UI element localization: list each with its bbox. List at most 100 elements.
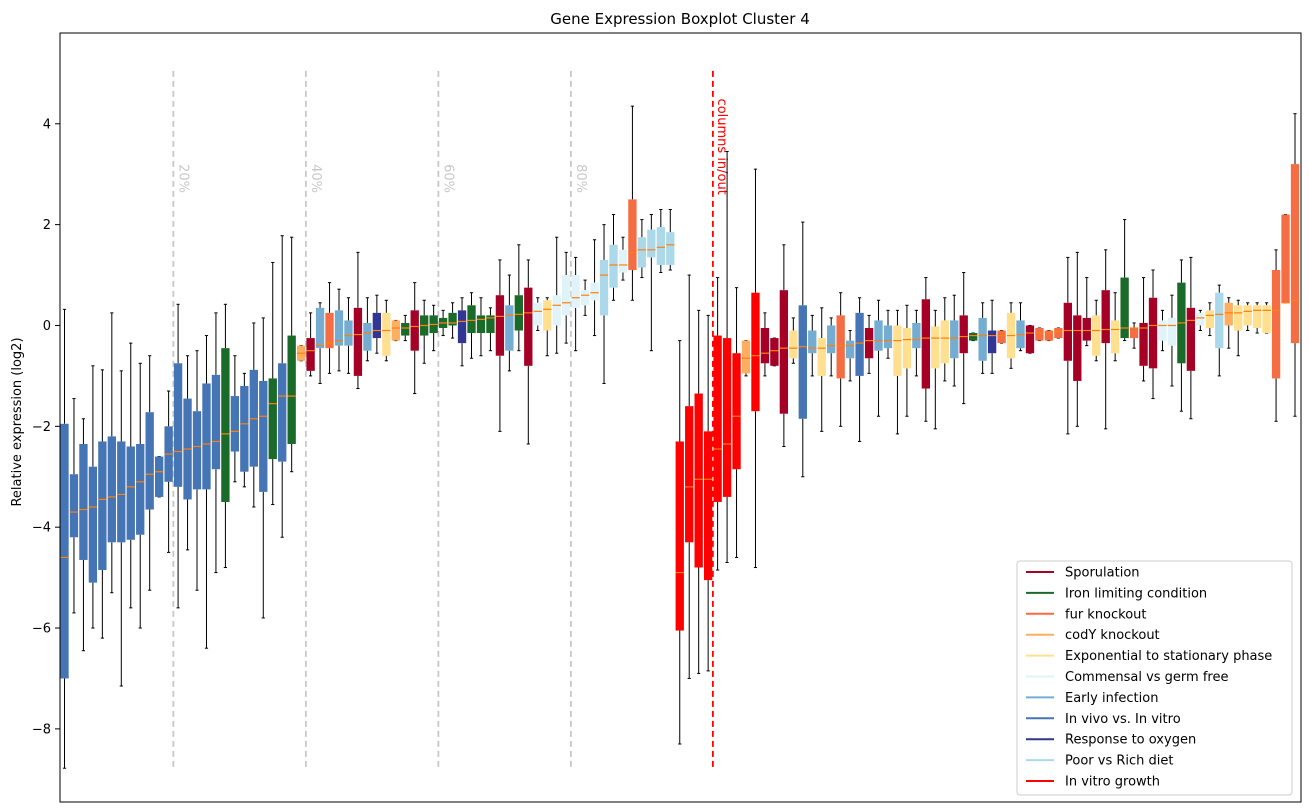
box-item: [211, 312, 221, 574]
box-item: [183, 355, 192, 551]
y-tick-label: 4: [43, 117, 51, 132]
box-item: [685, 274, 694, 679]
box-item: [249, 322, 258, 508]
box-item: [353, 251, 363, 390]
box-item: [136, 362, 145, 629]
box-item: [192, 350, 202, 591]
box-item: [382, 299, 391, 362]
box-item: [344, 297, 353, 374]
box-body: [1186, 307, 1196, 371]
box-body: [902, 327, 912, 369]
box-item: [486, 307, 495, 352]
box-item: [713, 277, 722, 571]
box-item: [230, 355, 240, 483]
box-item: [1148, 269, 1158, 400]
percent-marker-label: 20%: [175, 164, 190, 193]
box-body: [1139, 322, 1148, 366]
legend-label: In vivo vs. In vitro: [1065, 712, 1181, 727]
box-item: [969, 332, 978, 342]
box-item: [495, 259, 505, 432]
box-item: [798, 221, 807, 478]
box-body: [60, 423, 69, 679]
box-item: [1092, 299, 1101, 362]
box-item: [476, 297, 486, 357]
box-body: [457, 310, 467, 344]
legend-label: Sporulation: [1065, 566, 1140, 581]
box-item: [864, 314, 874, 374]
box-item: [1262, 302, 1271, 334]
box-item: [1082, 277, 1091, 347]
box-item: [751, 168, 760, 569]
box-body: [88, 466, 98, 583]
box-item: [325, 282, 334, 374]
y-tick-label: 0: [43, 319, 51, 334]
box-item: [1063, 256, 1072, 435]
box-body: [666, 232, 675, 265]
box-body: [1063, 302, 1072, 361]
y-tick-label: −6: [32, 622, 51, 637]
box-body: [1224, 302, 1233, 326]
box-body: [372, 312, 382, 339]
box-item: [562, 251, 571, 344]
box-body: [211, 374, 221, 470]
legend-box: [1016, 560, 1293, 796]
box-body: [448, 312, 457, 326]
box-body: [855, 312, 864, 376]
box-body: [221, 348, 230, 502]
box-item: [164, 390, 173, 553]
box-body: [1035, 327, 1044, 341]
box-body: [1073, 315, 1082, 381]
box-item: [656, 208, 665, 274]
box-body: [874, 320, 883, 351]
legend-label: Poor vs Rich diet: [1065, 754, 1173, 769]
box-item: [429, 304, 438, 352]
box-item: [420, 299, 429, 364]
legend-label: In vitro growth: [1065, 775, 1160, 790]
box-item: [363, 297, 372, 362]
box-body: [789, 330, 798, 359]
box-body: [401, 322, 410, 336]
box-body: [230, 396, 240, 452]
box-item: [287, 236, 296, 473]
box-item: [1234, 299, 1243, 357]
box-item: [1271, 249, 1281, 422]
box-item: [732, 287, 741, 558]
box-item: [1044, 330, 1054, 342]
box-item: [779, 244, 789, 447]
box-body: [145, 412, 154, 510]
box-body: [1148, 297, 1158, 369]
box-item: [855, 297, 864, 442]
box-body: [524, 287, 533, 366]
box-item: [874, 299, 883, 417]
box-body: [647, 229, 656, 258]
box-body: [117, 441, 126, 543]
box-item: [628, 105, 637, 301]
box-body: [722, 338, 732, 497]
box-body: [817, 338, 826, 376]
box-item: [259, 317, 268, 619]
box-body: [864, 327, 874, 359]
box-body: [259, 380, 268, 492]
box-body: [363, 322, 372, 351]
box-body: [1082, 317, 1091, 341]
box-item: [647, 214, 656, 352]
legend-label: codY knockout: [1065, 628, 1160, 643]
percent-marker-label: 60%: [440, 164, 455, 193]
box-body: [779, 290, 789, 414]
box-body: [69, 474, 79, 538]
box-body: [912, 322, 921, 349]
box-body: [382, 312, 391, 356]
box-item: [60, 308, 69, 769]
box-item: [79, 418, 88, 652]
box-item: [637, 219, 647, 279]
box-item: [931, 309, 940, 430]
box-item: [808, 314, 817, 377]
box-item: [438, 309, 448, 337]
box-item: [978, 302, 987, 374]
box-body: [562, 275, 571, 316]
box-body: [268, 378, 277, 460]
box-body: [599, 259, 609, 316]
box-item: [240, 372, 249, 488]
box-body: [827, 325, 836, 354]
